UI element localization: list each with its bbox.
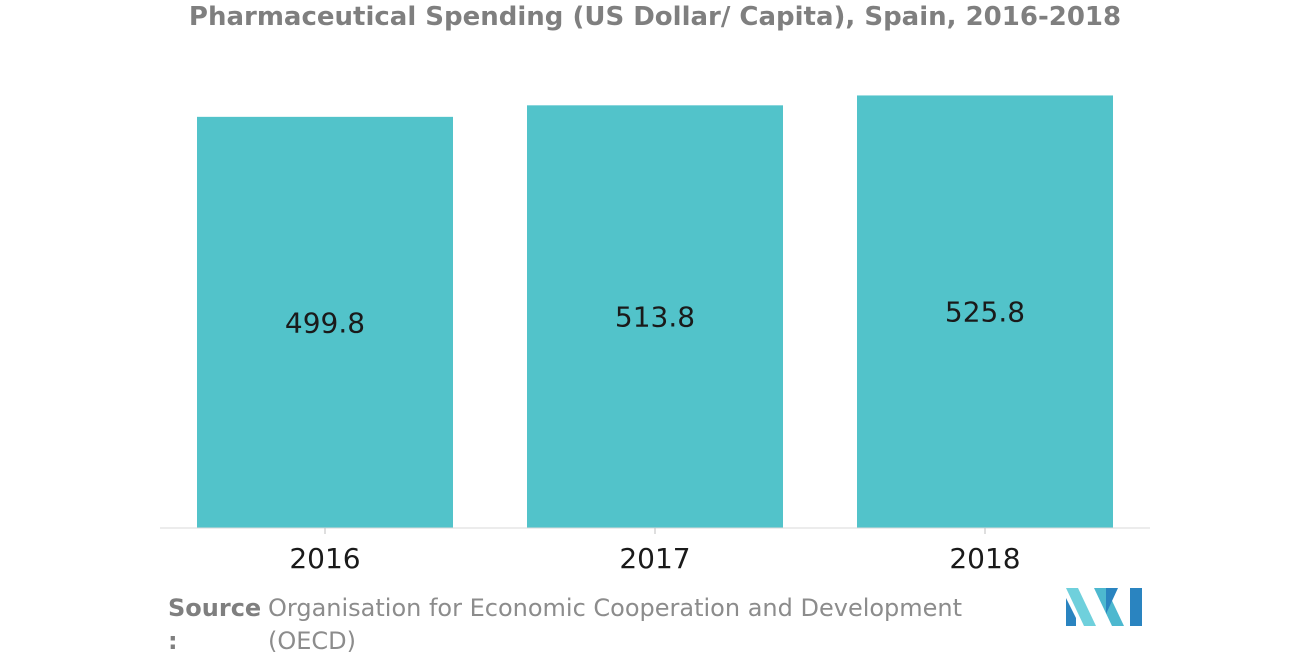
bar-2017 (527, 105, 783, 529)
bars-layer: 499.8 513.8 525.8 (197, 95, 1113, 529)
bar-value-label-2016: 499.8 (285, 306, 365, 339)
source-text: Organisation for Economic Cooperation an… (268, 594, 963, 655)
source-label: Source : (168, 594, 262, 655)
bar-2018 (857, 95, 1113, 529)
x-tick-label-2018: 2018 (949, 542, 1020, 575)
bar-value-label-2018: 525.8 (945, 296, 1025, 329)
bar-value-label-2017: 513.8 (615, 301, 695, 334)
chart-title: Pharmaceutical Spending (US Dollar/ Capi… (188, 2, 1122, 32)
ticks-layer: 2016 2017 2018 (289, 528, 1021, 575)
source-note: Source : Organisation for Economic Coope… (168, 592, 1028, 658)
bar-chart: 499.8 513.8 525.8 2016 2017 2018 (160, 95, 1150, 575)
x-tick-label-2016: 2016 (289, 542, 360, 575)
bar-2016 (197, 116, 453, 528)
x-tick-label-2017: 2017 (619, 542, 690, 575)
mordor-logo-icon (1066, 588, 1142, 626)
